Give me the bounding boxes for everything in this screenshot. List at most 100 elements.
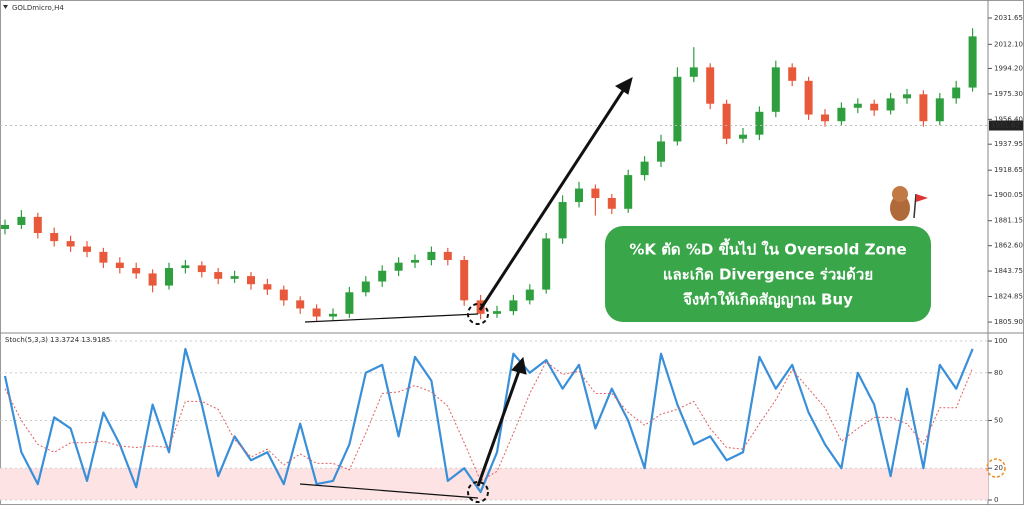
y-tick-label: 1881.15 — [994, 217, 1023, 225]
y-tick-label: 1824.85 — [994, 293, 1023, 301]
candle-body — [821, 114, 829, 122]
arrow-head — [511, 356, 527, 375]
candle-body — [132, 268, 141, 274]
candle-body — [345, 292, 354, 314]
candle-body — [411, 259, 419, 263]
callout-text: จึงทำให้เกิดสัญญาณ Buy — [683, 291, 853, 309]
callout-text: และเกิด Divergence ร่วมด้วย — [663, 266, 873, 284]
y-tick-label: 80 — [994, 369, 1003, 377]
y-tick-label: 1862.60 — [994, 242, 1023, 250]
price-panel: 2031.65 2012.10 1994.20 1975.30 1956.40 1937.… — [0, 14, 1023, 326]
candle-body — [165, 268, 173, 286]
y-tick-label: 1956.40 — [994, 115, 1023, 123]
y-tick-label: 2012.10 — [994, 40, 1023, 48]
candle-body — [50, 233, 59, 242]
candle-body — [870, 103, 879, 111]
candle-body — [509, 300, 518, 312]
y-tick-label: 1937.95 — [994, 140, 1023, 148]
y-tick-label: 1843.75 — [994, 267, 1023, 275]
candle-body — [115, 262, 124, 269]
candle-body — [952, 87, 961, 99]
y-tick-label: 1900.05 — [994, 191, 1023, 199]
candle-body — [427, 251, 436, 260]
annotations — [299, 77, 1006, 503]
candle-body — [33, 216, 42, 234]
candle-body — [263, 284, 272, 290]
candle-body — [706, 67, 715, 104]
candle-body — [214, 272, 223, 279]
candle-body — [853, 103, 862, 108]
candle-body — [443, 251, 452, 260]
candle-body — [640, 161, 649, 176]
candle-body — [312, 308, 321, 317]
candle-body — [329, 313, 337, 317]
candle-body — [460, 259, 469, 301]
candle-body — [1, 224, 9, 229]
candle-body — [788, 67, 797, 81]
main-line — [3, 347, 974, 494]
y-tick-label: 50 — [994, 417, 1003, 425]
candle-body — [722, 103, 731, 139]
divergence-line — [304, 313, 479, 323]
y-tick-label: 1918.65 — [994, 166, 1023, 174]
candle-body — [771, 67, 780, 112]
candle-body — [378, 270, 387, 282]
candle-body — [657, 141, 665, 162]
signal-line — [4, 361, 974, 482]
candle-body — [542, 238, 551, 290]
stoch-title: Stoch(5,3,3) 13.3724 13.9185 — [5, 336, 110, 344]
candle-body — [493, 311, 501, 314]
current-price-box — [989, 120, 1023, 131]
candle-body — [903, 94, 911, 99]
candle-body — [755, 111, 764, 135]
candle-body — [17, 216, 26, 225]
candle-body — [148, 273, 157, 286]
candle-body — [689, 67, 698, 77]
divergence-line — [299, 483, 479, 499]
chart-title: GOLDmicro,H4 — [12, 4, 64, 12]
signal-circle — [467, 303, 489, 325]
oversold-zone — [0, 468, 988, 500]
candle-body — [607, 198, 616, 209]
candle-body — [66, 241, 75, 247]
candle-body — [624, 175, 633, 209]
candle-body — [886, 98, 895, 111]
signal-circle — [467, 481, 489, 503]
candle-body — [99, 251, 108, 263]
level-circle — [986, 458, 1006, 478]
callout-text: %K ตัด %D ขึ้นไป ใน Oversold Zone — [629, 238, 906, 259]
candle-body — [197, 265, 206, 273]
y-tick-label: 2031.65 — [994, 14, 1023, 22]
candle-body — [558, 202, 567, 239]
arrow-head — [615, 77, 633, 95]
y-tick-label: 20 — [994, 464, 1003, 472]
candle-body — [181, 265, 190, 269]
candle-body — [935, 98, 944, 122]
candle-body — [804, 80, 813, 115]
candle-body — [279, 289, 288, 301]
candle-body — [575, 188, 583, 203]
candle-body — [296, 300, 305, 309]
y-tick-label: 1805.90 — [994, 318, 1023, 326]
callout-box — [605, 226, 931, 322]
candle-body — [247, 276, 255, 285]
mascot — [890, 186, 928, 221]
candle-body — [968, 36, 977, 88]
candle-body — [919, 94, 928, 122]
y-tick-label: 100 — [994, 337, 1007, 345]
candle-body — [591, 188, 600, 199]
candle-body — [525, 289, 534, 301]
y-tick-label: 1975.30 — [994, 90, 1023, 98]
title-arrow — [3, 5, 8, 9]
candle-body — [673, 76, 682, 142]
candle-body — [361, 281, 370, 293]
y-tick-label: 0 — [994, 496, 998, 504]
candle-body — [83, 246, 91, 252]
y-tick-label: 1994.20 — [994, 64, 1023, 72]
candle-body — [230, 276, 239, 279]
candle-body — [394, 262, 403, 271]
stoch-panel: 100 80 50 20 0 — [0, 337, 1007, 504]
candle-body — [837, 107, 846, 122]
candle-body — [739, 134, 747, 139]
